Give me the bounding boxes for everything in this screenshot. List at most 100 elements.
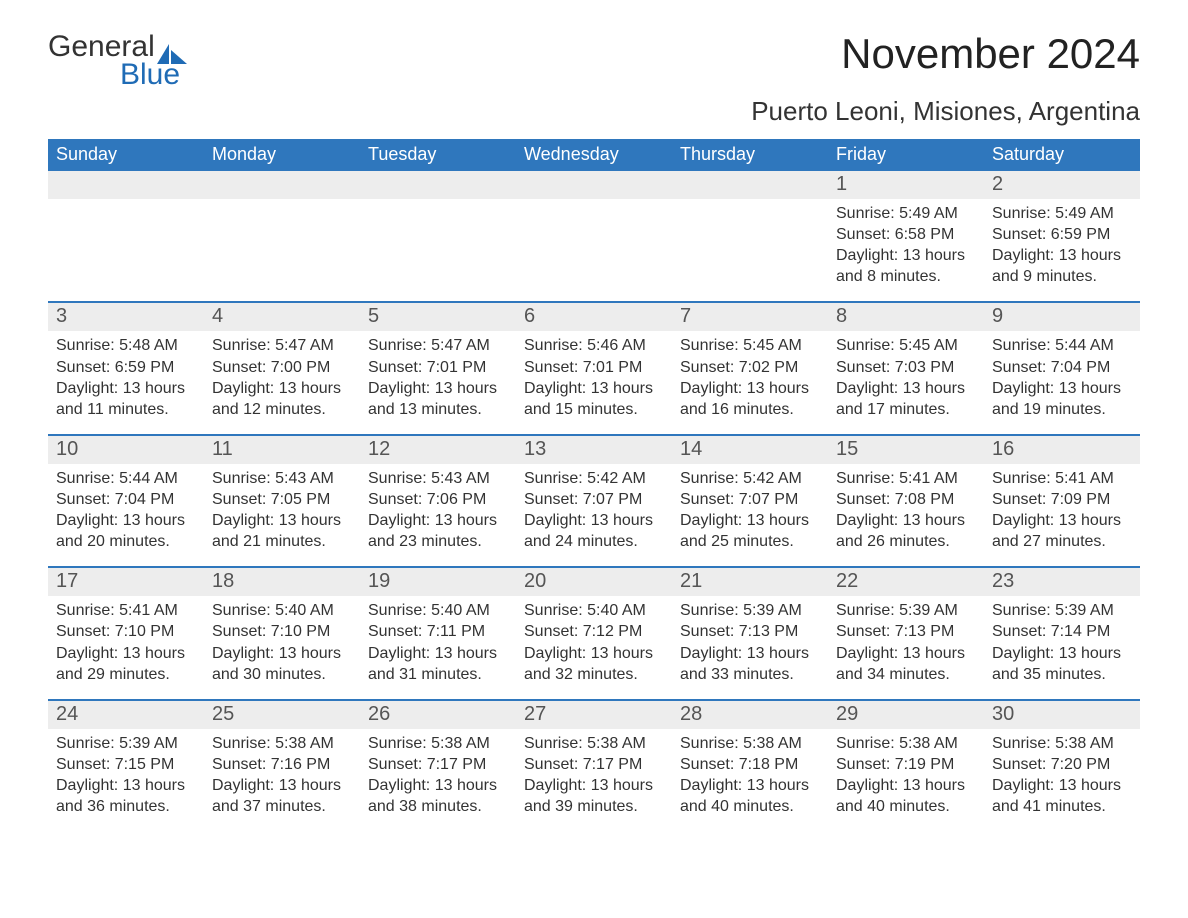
- sunset-line: Sunset: 7:14 PM: [992, 621, 1132, 642]
- day-number: 24: [48, 701, 204, 729]
- sunrise-line: Sunrise: 5:39 AM: [56, 733, 196, 754]
- sunrise-line: Sunrise: 5:39 AM: [992, 600, 1132, 621]
- sunset-line: Sunset: 7:11 PM: [368, 621, 508, 642]
- daylight-line: Daylight: 13 hours and 33 minutes.: [680, 643, 820, 685]
- day-number: [516, 171, 672, 199]
- sunrise-line: Sunrise: 5:40 AM: [368, 600, 508, 621]
- dow-saturday: Saturday: [984, 139, 1140, 171]
- week-cells: Sunrise: 5:49 AMSunset: 6:58 PMDaylight:…: [48, 199, 1140, 301]
- daylight-line: Daylight: 13 hours and 30 minutes.: [212, 643, 352, 685]
- day-cell: Sunrise: 5:42 AMSunset: 7:07 PMDaylight:…: [516, 464, 672, 554]
- sunrise-line: Sunrise: 5:43 AM: [212, 468, 352, 489]
- daylight-line: Daylight: 13 hours and 41 minutes.: [992, 775, 1132, 817]
- day-number: 22: [828, 568, 984, 596]
- day-cell: [360, 199, 516, 289]
- daylight-line: Daylight: 13 hours and 34 minutes.: [836, 643, 976, 685]
- sunrise-line: Sunrise: 5:40 AM: [212, 600, 352, 621]
- sunset-line: Sunset: 7:10 PM: [56, 621, 196, 642]
- day-cell: Sunrise: 5:40 AMSunset: 7:10 PMDaylight:…: [204, 596, 360, 686]
- week-row: 12Sunrise: 5:49 AMSunset: 6:58 PMDayligh…: [48, 171, 1140, 301]
- daynum-strip: 17181920212223: [48, 568, 1140, 596]
- daylight-line: Daylight: 13 hours and 11 minutes.: [56, 378, 196, 420]
- daylight-line: Daylight: 13 hours and 8 minutes.: [836, 245, 976, 287]
- day-number: 8: [828, 303, 984, 331]
- week-row: 3456789Sunrise: 5:48 AMSunset: 6:59 PMDa…: [48, 301, 1140, 433]
- day-number: 13: [516, 436, 672, 464]
- day-number: 28: [672, 701, 828, 729]
- week-row: 17181920212223Sunrise: 5:41 AMSunset: 7:…: [48, 566, 1140, 698]
- daylight-line: Daylight: 13 hours and 27 minutes.: [992, 510, 1132, 552]
- dow-tuesday: Tuesday: [360, 139, 516, 171]
- sunset-line: Sunset: 7:19 PM: [836, 754, 976, 775]
- day-cell: Sunrise: 5:41 AMSunset: 7:08 PMDaylight:…: [828, 464, 984, 554]
- sunrise-line: Sunrise: 5:49 AM: [992, 203, 1132, 224]
- sunset-line: Sunset: 7:15 PM: [56, 754, 196, 775]
- week-cells: Sunrise: 5:39 AMSunset: 7:15 PMDaylight:…: [48, 729, 1140, 831]
- dow-thursday: Thursday: [672, 139, 828, 171]
- sunrise-line: Sunrise: 5:38 AM: [680, 733, 820, 754]
- sunrise-line: Sunrise: 5:43 AM: [368, 468, 508, 489]
- daylight-line: Daylight: 13 hours and 31 minutes.: [368, 643, 508, 685]
- day-cell: Sunrise: 5:44 AMSunset: 7:04 PMDaylight:…: [48, 464, 204, 554]
- daylight-line: Daylight: 13 hours and 13 minutes.: [368, 378, 508, 420]
- day-cell: Sunrise: 5:38 AMSunset: 7:17 PMDaylight:…: [360, 729, 516, 819]
- sunrise-line: Sunrise: 5:47 AM: [212, 335, 352, 356]
- sunset-line: Sunset: 7:10 PM: [212, 621, 352, 642]
- day-number: 16: [984, 436, 1140, 464]
- sunset-line: Sunset: 7:01 PM: [368, 357, 508, 378]
- day-number: 6: [516, 303, 672, 331]
- sunset-line: Sunset: 7:13 PM: [836, 621, 976, 642]
- week-cells: Sunrise: 5:41 AMSunset: 7:10 PMDaylight:…: [48, 596, 1140, 698]
- calendar-table: SundayMondayTuesdayWednesdayThursdayFrid…: [48, 139, 1140, 831]
- day-cell: Sunrise: 5:42 AMSunset: 7:07 PMDaylight:…: [672, 464, 828, 554]
- day-cell: [516, 199, 672, 289]
- day-cell: Sunrise: 5:47 AMSunset: 7:01 PMDaylight:…: [360, 331, 516, 421]
- sunset-line: Sunset: 7:09 PM: [992, 489, 1132, 510]
- sunset-line: Sunset: 7:12 PM: [524, 621, 664, 642]
- month-title: November 2024: [751, 30, 1140, 78]
- day-number: 14: [672, 436, 828, 464]
- day-number: [672, 171, 828, 199]
- daylight-line: Daylight: 13 hours and 16 minutes.: [680, 378, 820, 420]
- dow-sunday: Sunday: [48, 139, 204, 171]
- daylight-line: Daylight: 13 hours and 24 minutes.: [524, 510, 664, 552]
- day-cell: Sunrise: 5:44 AMSunset: 7:04 PMDaylight:…: [984, 331, 1140, 421]
- daylight-line: Daylight: 13 hours and 36 minutes.: [56, 775, 196, 817]
- dow-monday: Monday: [204, 139, 360, 171]
- daylight-line: Daylight: 13 hours and 40 minutes.: [680, 775, 820, 817]
- sunrise-line: Sunrise: 5:42 AM: [680, 468, 820, 489]
- sunrise-line: Sunrise: 5:41 AM: [56, 600, 196, 621]
- sunrise-line: Sunrise: 5:45 AM: [680, 335, 820, 356]
- sunrise-line: Sunrise: 5:45 AM: [836, 335, 976, 356]
- sunrise-line: Sunrise: 5:38 AM: [212, 733, 352, 754]
- day-cell: Sunrise: 5:38 AMSunset: 7:16 PMDaylight:…: [204, 729, 360, 819]
- daylight-line: Daylight: 13 hours and 20 minutes.: [56, 510, 196, 552]
- sunrise-line: Sunrise: 5:48 AM: [56, 335, 196, 356]
- location-title: Puerto Leoni, Misiones, Argentina: [751, 96, 1140, 127]
- day-number: 20: [516, 568, 672, 596]
- sunset-line: Sunset: 7:16 PM: [212, 754, 352, 775]
- day-cell: Sunrise: 5:39 AMSunset: 7:15 PMDaylight:…: [48, 729, 204, 819]
- sunset-line: Sunset: 6:59 PM: [992, 224, 1132, 245]
- week-row: 10111213141516Sunrise: 5:44 AMSunset: 7:…: [48, 434, 1140, 566]
- day-cell: Sunrise: 5:49 AMSunset: 6:59 PMDaylight:…: [984, 199, 1140, 289]
- day-cell: Sunrise: 5:39 AMSunset: 7:14 PMDaylight:…: [984, 596, 1140, 686]
- day-number: 26: [360, 701, 516, 729]
- day-cell: Sunrise: 5:39 AMSunset: 7:13 PMDaylight:…: [672, 596, 828, 686]
- sunrise-line: Sunrise: 5:38 AM: [368, 733, 508, 754]
- daylight-line: Daylight: 13 hours and 32 minutes.: [524, 643, 664, 685]
- sunset-line: Sunset: 7:08 PM: [836, 489, 976, 510]
- day-number: 5: [360, 303, 516, 331]
- sunrise-line: Sunrise: 5:41 AM: [836, 468, 976, 489]
- dow-friday: Friday: [828, 139, 984, 171]
- day-cell: Sunrise: 5:39 AMSunset: 7:13 PMDaylight:…: [828, 596, 984, 686]
- day-of-week-header: SundayMondayTuesdayWednesdayThursdayFrid…: [48, 139, 1140, 171]
- day-number: 27: [516, 701, 672, 729]
- day-number: 1: [828, 171, 984, 199]
- day-number: [204, 171, 360, 199]
- day-cell: Sunrise: 5:48 AMSunset: 6:59 PMDaylight:…: [48, 331, 204, 421]
- day-cell: Sunrise: 5:38 AMSunset: 7:19 PMDaylight:…: [828, 729, 984, 819]
- day-number: 19: [360, 568, 516, 596]
- sunset-line: Sunset: 7:17 PM: [524, 754, 664, 775]
- day-number: 17: [48, 568, 204, 596]
